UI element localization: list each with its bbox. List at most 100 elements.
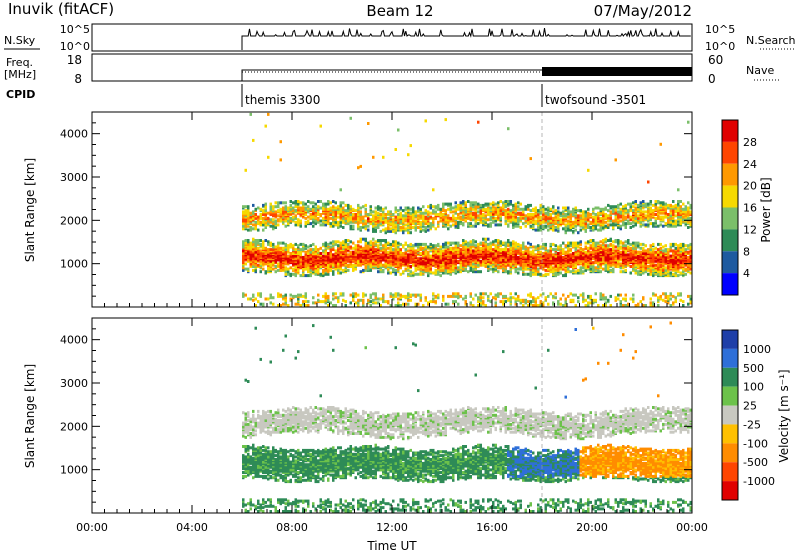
heatmap-cell (474, 209, 477, 213)
heatmap-cell (299, 274, 302, 278)
heatmap-cell (617, 206, 620, 210)
heatmap-cell (262, 209, 265, 213)
heatmap-cell (637, 216, 640, 220)
heatmap-cell (507, 207, 510, 211)
heatmap-cell (322, 300, 325, 304)
heatmap-cell (574, 293, 577, 297)
heatmap-cell (369, 258, 372, 262)
heatmap-cell (294, 214, 297, 218)
heatmap-cell (484, 244, 487, 248)
heatmap-cell (594, 298, 597, 302)
heatmap-cell (307, 263, 310, 267)
noise-right-tick-bottom: 10^0 (705, 40, 735, 53)
heatmap-cell (382, 210, 385, 214)
heatmap-cell (454, 292, 457, 296)
heatmap-cell (304, 300, 307, 304)
heatmap-cell (404, 223, 407, 227)
heatmap-cell (439, 245, 442, 249)
heatmap-cell (302, 255, 305, 259)
heatmap-cell (397, 304, 400, 307)
heatmap-cell (557, 302, 560, 306)
heatmap-cell (467, 215, 470, 219)
heatmap-cell (569, 270, 572, 274)
heatmap-cell (627, 241, 630, 245)
heatmap-cell (619, 211, 622, 215)
heatmap-cell (339, 263, 342, 267)
heatmap-cell (379, 266, 382, 270)
heatmap-cell (509, 296, 512, 300)
heatmap-cell (454, 205, 457, 209)
heatmap-cell (292, 209, 295, 213)
heatmap-cell (482, 219, 485, 223)
heatmap-cell (437, 293, 440, 297)
heatmap-cell (449, 294, 452, 298)
heatmap-cell (492, 267, 495, 271)
heatmap-cell (609, 268, 612, 272)
heatmap-cell (449, 224, 452, 228)
heatmap-cell (607, 209, 610, 213)
heatmap-cell (609, 237, 612, 241)
heatmap-cell (349, 205, 352, 209)
heatmap-cell (524, 216, 527, 220)
heatmap-cell (404, 267, 407, 271)
heatmap-cell (437, 258, 440, 262)
heatmap-cell (547, 224, 550, 228)
heatmap-cell (299, 209, 302, 213)
heatmap-cell (599, 296, 602, 300)
heatmap-cell (412, 210, 415, 214)
heatmap-cell (542, 215, 545, 219)
heatmap-cell (427, 222, 430, 226)
heatmap-cell (419, 207, 422, 211)
heatmap-cell (432, 271, 435, 275)
heatmap-cell (537, 246, 540, 250)
heatmap-cell (339, 244, 342, 248)
heatmap-cell (347, 209, 350, 213)
heatmap-cell (417, 242, 420, 246)
heatmap-cell (544, 246, 547, 250)
heatmap-cell (619, 240, 622, 244)
heatmap-cell (607, 219, 610, 223)
heatmap-cell (634, 268, 637, 272)
heatmap-cell (262, 245, 265, 249)
heatmap-cell (457, 294, 460, 298)
heatmap-cell (542, 267, 545, 271)
heatmap-cell (452, 214, 455, 218)
heatmap-cell (264, 124, 267, 128)
heatmap-cell (379, 249, 382, 253)
heatmap-cell (244, 205, 247, 209)
heatmap-cell (622, 244, 625, 248)
heatmap-cell (314, 202, 317, 206)
heatmap-cell (294, 200, 297, 203)
heatmap-cell (602, 252, 605, 255)
heatmap-cell (344, 211, 347, 215)
heatmap-cell (269, 259, 272, 263)
heatmap-cell (337, 223, 340, 227)
heatmap-cell (277, 223, 280, 227)
heatmap-cell (624, 240, 627, 244)
heatmap-cell (497, 207, 500, 211)
heatmap-cell (292, 252, 295, 255)
heatmap-cell (357, 203, 360, 207)
heatmap-cell (492, 248, 495, 252)
heatmap-cell (564, 206, 567, 210)
freq-left-label-2: [MHz] (4, 68, 36, 81)
heatmap-cell (382, 216, 385, 220)
heatmap-cell (624, 297, 627, 301)
heatmap-cell (604, 213, 607, 216)
heatmap-cell (564, 304, 567, 307)
heatmap-cell (332, 222, 335, 226)
heatmap-cell (407, 292, 410, 296)
heatmap-cell (252, 210, 255, 214)
heatmap-cell (364, 222, 367, 226)
heatmap-cell (497, 203, 500, 207)
heatmap-cell (604, 246, 607, 250)
heatmap-cell (634, 202, 637, 206)
heatmap-cell (514, 207, 517, 211)
heatmap-cell (367, 122, 370, 125)
heatmap-cell (332, 292, 335, 296)
heatmap-cell (594, 292, 597, 296)
heatmap-cell (369, 304, 372, 307)
heatmap-cell (359, 237, 362, 241)
heatmap-cell (254, 304, 257, 307)
heatmap-cell (482, 241, 485, 245)
